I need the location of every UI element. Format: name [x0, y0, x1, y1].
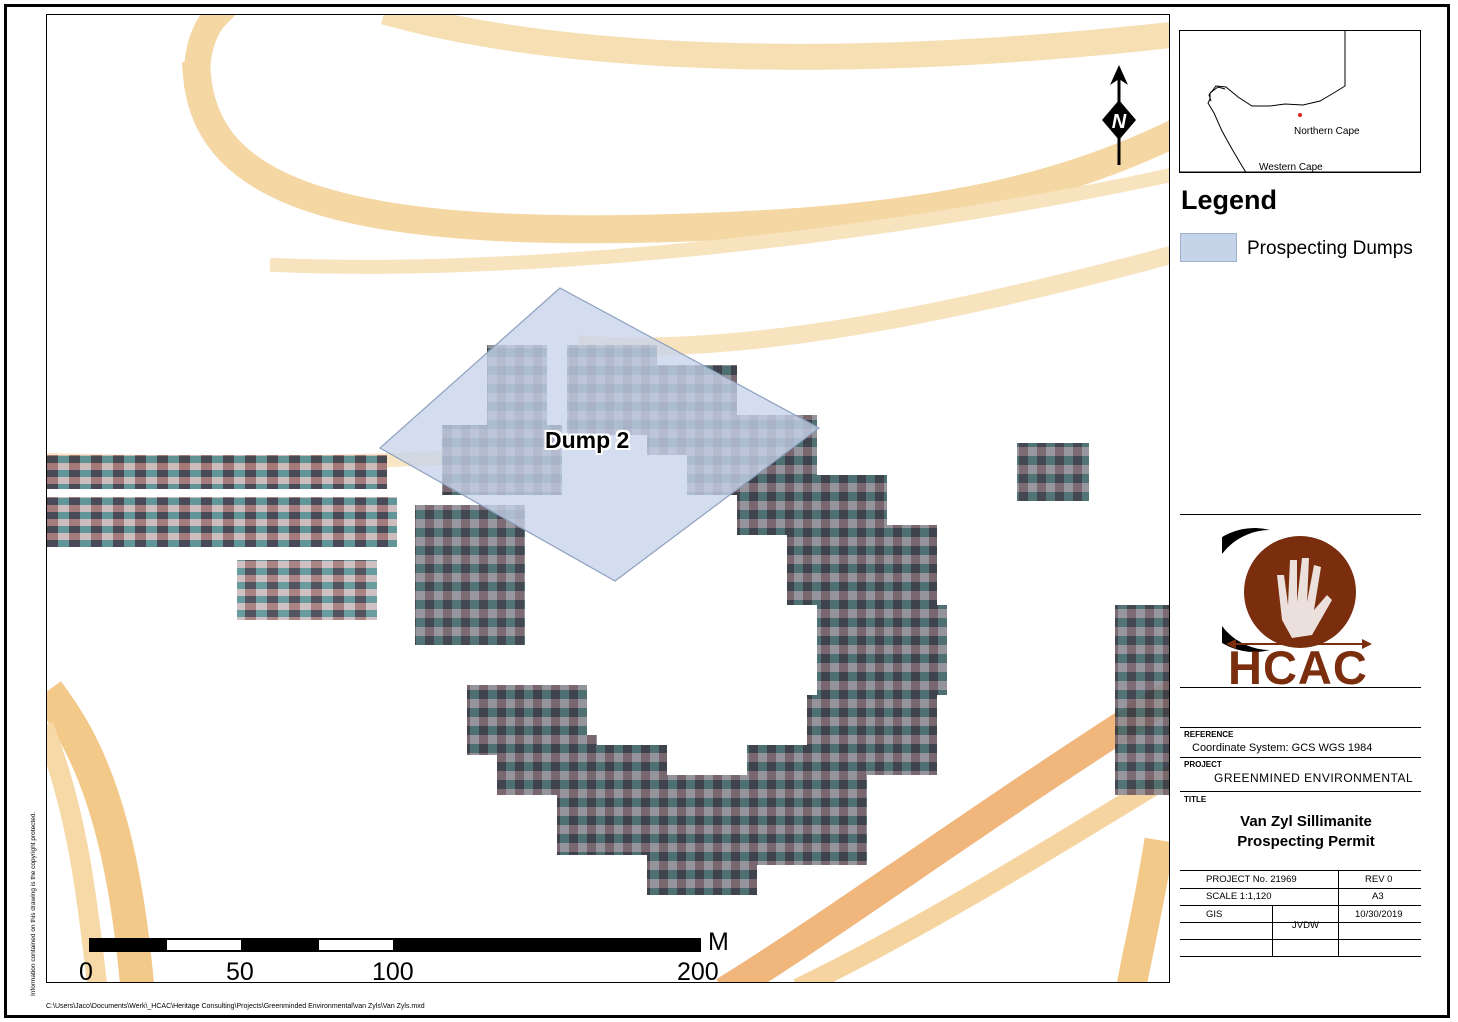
reference-caption: REFERENCE	[1184, 730, 1234, 739]
file-path: C:\Users\Jaco\Documents\Werk\_HCAC\Herit…	[46, 1003, 425, 1010]
project-caption: PROJECT	[1184, 760, 1222, 769]
reference-text: Coordinate System: GCS WGS 1984	[1192, 742, 1373, 754]
title-line-2: Prospecting Permit	[1237, 833, 1375, 850]
map-title: Van Zyl Sillimanite Prospecting Permit	[1182, 812, 1430, 852]
north-arrow-icon: N	[1102, 65, 1136, 165]
inset-label-western-cape: Western Cape	[1259, 162, 1323, 173]
author-initials: JVDW	[1292, 920, 1319, 931]
divider	[1180, 687, 1421, 688]
project-number: PROJECT No. 21969	[1206, 874, 1297, 885]
scale-bar	[89, 938, 701, 952]
map-date: 10/30/2019	[1355, 909, 1403, 920]
location-marker-icon	[1298, 113, 1302, 117]
table-line	[1338, 870, 1339, 956]
table-line	[1180, 939, 1421, 940]
divider	[1180, 727, 1421, 728]
hcac-logo	[1222, 528, 1372, 652]
paper-size: A3	[1372, 891, 1384, 902]
map-frame	[4, 4, 1450, 1018]
title-line-1: Van Zyl Sillimanite	[1240, 813, 1372, 830]
scale-tick-200: 200	[677, 958, 719, 986]
legend-title: Legend	[1181, 185, 1278, 215]
table-line	[1180, 888, 1421, 889]
copyright-notice: Information contained on this drawing is…	[30, 811, 37, 996]
divider	[1180, 757, 1421, 758]
title-caption: TITLE	[1184, 795, 1207, 804]
revision: REV 0	[1365, 874, 1393, 885]
table-line	[1180, 922, 1421, 923]
inset-outline	[1180, 31, 1420, 172]
table-line	[1272, 905, 1273, 956]
divider	[1180, 791, 1421, 792]
scale-tick-100: 100	[372, 958, 414, 986]
map-scale: SCALE 1:1,120	[1206, 891, 1272, 902]
logo-name: HCAC	[1228, 641, 1368, 694]
project-text: GREENMINED ENVIRONMENTAL	[1214, 771, 1414, 785]
inset-map: Northern Cape Western Cape	[1179, 30, 1421, 173]
feature-label-dump: Dump 2	[545, 427, 630, 453]
inset-label-northern-cape: Northern Cape	[1294, 126, 1360, 137]
table-line	[1180, 905, 1421, 906]
map-canvas[interactable]: Dump 2 N	[46, 14, 1170, 983]
prospecting-dump-polygon[interactable]	[378, 287, 821, 582]
scale-unit: M	[708, 928, 729, 956]
scale-tick-50: 50	[226, 958, 254, 986]
legend-label-prospecting-dumps: Prospecting Dumps	[1247, 238, 1413, 259]
table-line	[1180, 870, 1421, 871]
scale-tick-0: 0	[79, 958, 93, 986]
legend-swatch-prospecting-dumps	[1180, 233, 1237, 262]
gis-label: GIS	[1206, 909, 1223, 920]
north-letter: N	[1112, 111, 1127, 133]
divider	[1180, 514, 1421, 515]
table-line	[1180, 956, 1421, 957]
map-imagery	[47, 15, 1169, 982]
